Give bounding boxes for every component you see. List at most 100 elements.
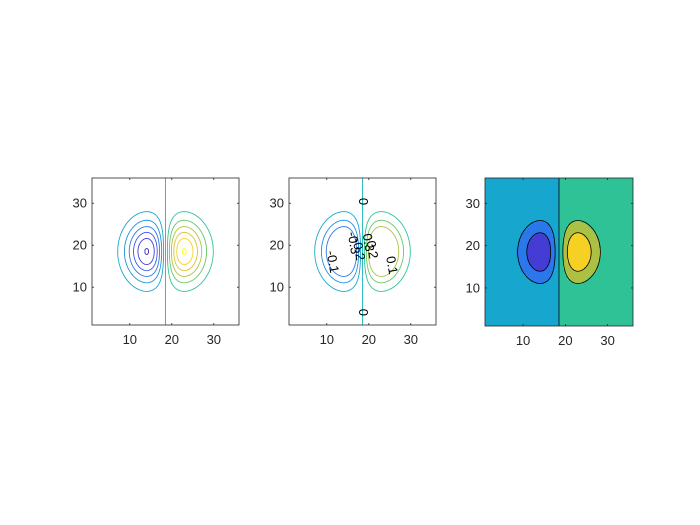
filled-cell xyxy=(603,226,606,229)
filled-cell xyxy=(544,319,547,322)
filled-cell xyxy=(503,258,507,261)
filled-cell xyxy=(548,313,551,316)
filled-cell xyxy=(592,186,596,189)
filled-cell xyxy=(609,253,613,257)
filled-cell xyxy=(575,220,579,223)
filled-cell xyxy=(539,281,543,284)
filled-cell xyxy=(516,272,520,276)
filled-cell xyxy=(548,207,551,210)
filled-cell xyxy=(573,215,577,219)
filled-cell xyxy=(539,323,543,326)
filled-cell xyxy=(611,313,615,316)
filled-cell xyxy=(596,201,600,204)
filled-cell xyxy=(584,281,587,284)
filled-cell xyxy=(594,207,598,210)
filled-cell xyxy=(628,281,632,284)
filled-cell xyxy=(622,190,625,193)
filled-cell xyxy=(529,289,532,293)
filled-cell xyxy=(622,228,625,232)
filled-cell xyxy=(624,215,627,219)
filled-cell xyxy=(603,308,606,312)
filled-cell xyxy=(571,258,574,261)
filled-cell xyxy=(560,285,564,289)
filled-cell xyxy=(609,256,613,259)
filled-cell xyxy=(514,256,517,259)
filled-cell xyxy=(527,215,530,219)
filled-cell xyxy=(620,270,623,274)
filled-cell xyxy=(539,285,543,289)
filled-cell xyxy=(552,289,555,293)
filled-cell xyxy=(489,298,492,301)
filled-cell xyxy=(626,205,629,208)
filled-cell xyxy=(573,296,577,299)
filled-cell xyxy=(535,308,539,312)
filled-cell xyxy=(510,188,513,191)
filled-cell xyxy=(556,275,560,278)
filled-cell xyxy=(503,308,507,312)
filled-cell xyxy=(594,205,598,208)
filled-cell xyxy=(505,179,509,183)
filled-cell xyxy=(601,247,604,251)
filled-cell xyxy=(615,182,619,185)
filled-cell xyxy=(499,207,503,210)
filled-cell xyxy=(548,304,551,308)
filled-cell xyxy=(489,207,492,210)
filled-cell xyxy=(584,211,587,215)
filled-cell xyxy=(533,317,536,320)
filled-cell xyxy=(579,279,583,282)
filled-cell xyxy=(544,198,547,202)
filled-cell xyxy=(522,321,526,325)
filled-cell xyxy=(554,289,558,293)
filled-cell xyxy=(495,311,498,314)
filled-cell xyxy=(537,251,541,255)
filled-cell xyxy=(527,196,530,200)
filled-cell xyxy=(558,213,562,217)
filled-cell xyxy=(491,315,494,318)
filled-cell xyxy=(630,302,633,306)
filled-cell xyxy=(569,220,572,223)
filled-cell xyxy=(552,262,555,265)
filled-cell xyxy=(514,302,517,306)
filled-cell xyxy=(518,215,522,219)
filled-cell xyxy=(503,289,507,293)
filled-cell xyxy=(586,179,589,183)
filled-cell xyxy=(503,300,507,303)
filled-cell xyxy=(569,239,572,242)
filled-cell xyxy=(626,201,629,204)
filled-cell xyxy=(575,249,579,253)
filled-cell xyxy=(577,239,581,242)
filled-cell xyxy=(563,311,566,314)
filled-cell xyxy=(501,270,505,274)
filled-cell xyxy=(491,215,494,219)
y-tick-label: 30 xyxy=(73,196,87,211)
filled-cell xyxy=(584,306,587,310)
filled-cell xyxy=(533,182,536,185)
filled-cell xyxy=(505,228,509,232)
filled-cell xyxy=(571,260,574,263)
filled-cell xyxy=(510,222,513,225)
filled-cell xyxy=(605,211,608,215)
filled-cell xyxy=(592,311,596,314)
filled-cell xyxy=(609,182,613,185)
filled-cell xyxy=(499,198,503,202)
filled-cell xyxy=(518,194,522,198)
filled-cell xyxy=(533,241,536,244)
filled-cell xyxy=(603,243,606,246)
filled-cell xyxy=(520,266,524,270)
filled-cell xyxy=(552,298,555,301)
filled-cell xyxy=(567,321,570,325)
filled-cell xyxy=(588,296,591,299)
filled-cell xyxy=(618,268,621,272)
filled-cell xyxy=(563,253,566,257)
filled-cell xyxy=(554,317,558,320)
filled-cell xyxy=(554,186,558,189)
filled-cell xyxy=(628,300,632,303)
filled-cell xyxy=(499,289,503,293)
filled-cell xyxy=(524,213,528,217)
filled-cell xyxy=(588,190,591,193)
filled-cell xyxy=(485,217,488,221)
filled-cell xyxy=(558,226,562,229)
filled-cell xyxy=(605,277,608,280)
filled-cell xyxy=(622,249,625,253)
